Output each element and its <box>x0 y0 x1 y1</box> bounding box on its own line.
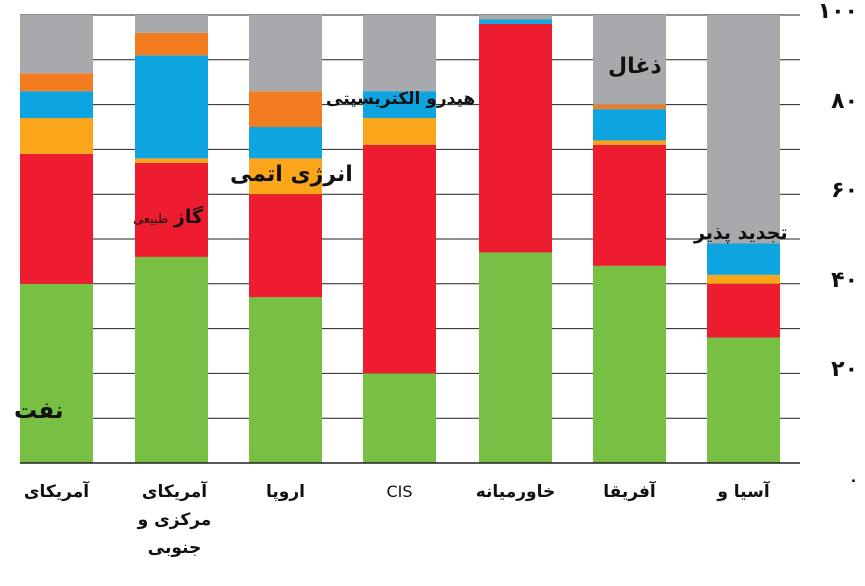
x-tick-label: آفریقا <box>603 482 656 502</box>
bar-segment-5-4 <box>479 15 552 20</box>
x-tick-label: آسیا و <box>717 482 770 502</box>
bar-segment-0-3 <box>363 373 436 463</box>
bar-segment-1-1 <box>135 162 208 257</box>
y-tick-label: ۴۰ <box>831 267 858 293</box>
y-tick-label: ۲۰ <box>831 357 858 383</box>
label-hydro: هیدرو الکتریسیتی <box>326 89 476 109</box>
label-nuclear: انرژی اتمی <box>230 162 353 187</box>
x-tick-label: آمریکای <box>23 482 90 502</box>
bar-segment-1-2 <box>249 194 322 298</box>
bar-segment-1-6 <box>707 283 780 338</box>
label-coal: ذغال <box>608 54 662 79</box>
bar-segment-5-5 <box>593 15 666 105</box>
bar-segment-5-2 <box>249 15 322 92</box>
bar-segment-3-5 <box>593 109 666 141</box>
bar-segment-4-5 <box>593 104 666 110</box>
label-oil: نفت <box>14 398 64 424</box>
label-gas-main: گاز <box>173 206 204 228</box>
bar-segment-5-1 <box>135 15 208 33</box>
y-tick-label: ۶۰ <box>831 178 858 204</box>
bar-segment-0-6 <box>707 337 780 463</box>
bar-segment-2-5 <box>593 140 666 145</box>
bar-segment-0-5 <box>593 265 666 463</box>
bar-segment-2-1 <box>135 158 208 163</box>
label-gas-small: طبیعی <box>133 212 169 227</box>
bar-segment-0-2 <box>249 297 322 463</box>
bar-segment-3-1 <box>135 55 208 159</box>
bar-segment-2-3 <box>363 118 436 145</box>
bar-segment-5-0 <box>20 15 93 74</box>
bar-segment-1-5 <box>593 144 666 266</box>
bar-segment-5-6 <box>707 15 780 244</box>
bar-segment-1-4 <box>479 23 552 253</box>
bar-segment-5-3 <box>363 15 436 92</box>
bar-segment-3-2 <box>249 127 322 159</box>
bar-segment-0-4 <box>479 252 552 463</box>
bar-segment-0-0 <box>20 283 93 463</box>
bar-segment-1-3 <box>363 144 436 374</box>
bar-segment-4-0 <box>20 73 93 92</box>
y-tick-label: ۰ <box>848 471 858 489</box>
bar-segment-2-2 <box>249 158 322 195</box>
bar-segment-2-6 <box>707 274 780 284</box>
label-renewable: تجدید پذیر <box>694 222 788 244</box>
bar-segment-1-0 <box>20 153 93 284</box>
bar-segment-2-0 <box>20 118 93 154</box>
x-tick-label: اروپا <box>266 482 305 502</box>
bar-segment-3-0 <box>20 91 93 119</box>
x-tick-label: خاورمیانه <box>475 482 556 502</box>
y-tick-label: ۸۰ <box>831 88 858 114</box>
label-gas: گاز طبیعی <box>133 206 203 228</box>
bar-segment-3-3 <box>363 91 436 119</box>
bar-segment-3-4 <box>479 19 552 24</box>
bar-segment-4-2 <box>249 91 322 127</box>
y-tick-label: ۱۰۰ <box>817 0 858 24</box>
bar-segment-0-1 <box>135 256 208 463</box>
bar-segment-3-6 <box>707 243 780 275</box>
bar-segment-4-1 <box>135 32 208 56</box>
x-tick-label: آمریکای مرکزی و جنوبی <box>137 482 212 558</box>
x-tick-label: CIS <box>386 482 413 501</box>
